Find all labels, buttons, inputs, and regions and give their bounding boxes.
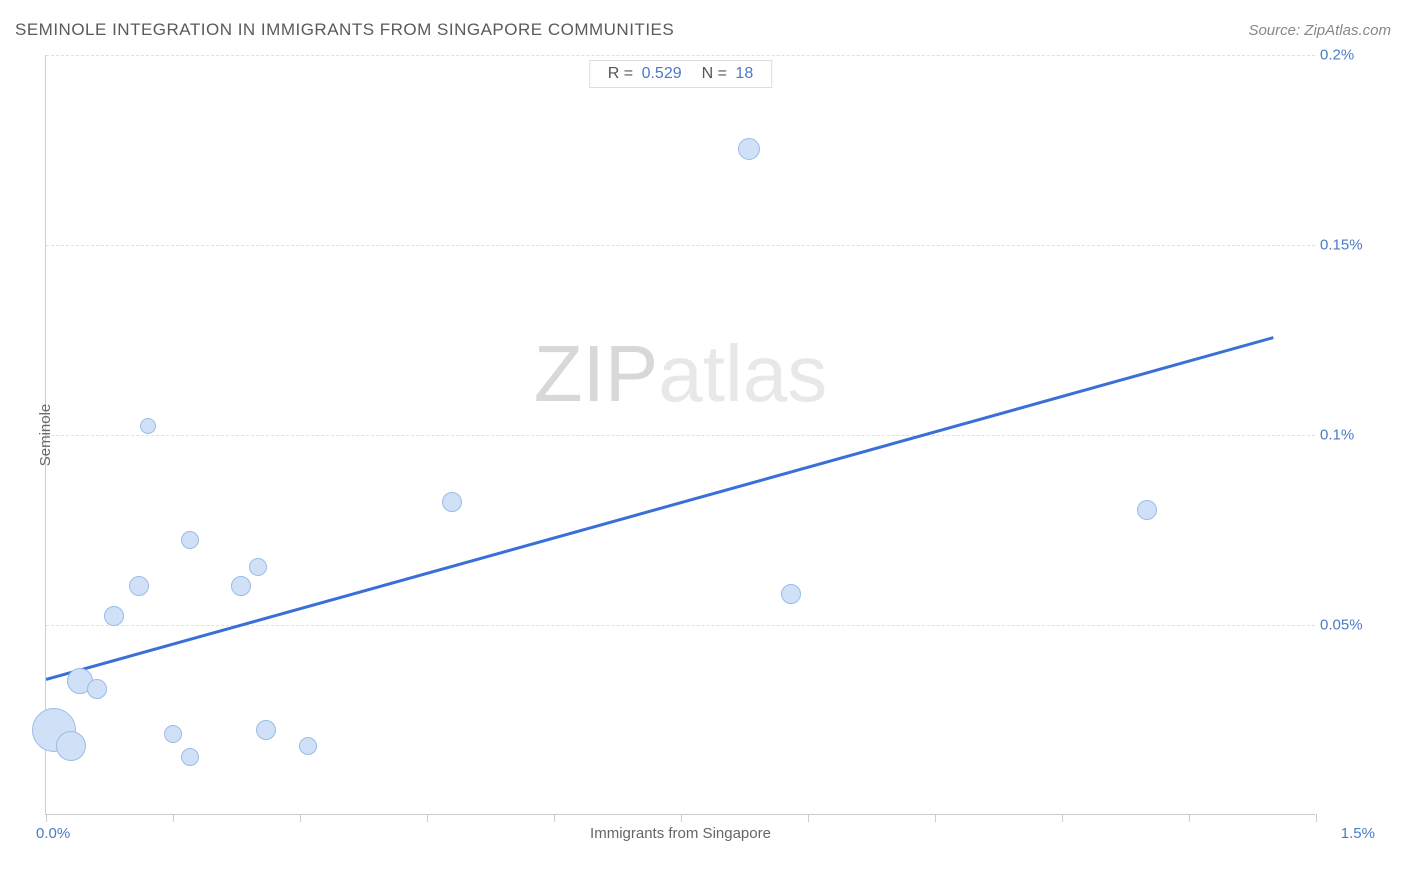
x-axis-end-label: 1.5% <box>1341 825 1375 842</box>
data-point <box>442 492 462 512</box>
n-stat: N = 18 <box>702 65 754 83</box>
x-tick <box>1189 814 1190 822</box>
stats-box: R = 0.529 N = 18 <box>589 60 772 88</box>
data-point <box>129 576 149 596</box>
data-point <box>140 418 156 434</box>
data-point <box>104 606 124 626</box>
y-tick-label: 0.05% <box>1320 617 1375 634</box>
y-tick-label: 0.1% <box>1320 427 1375 444</box>
data-point <box>56 731 86 761</box>
r-stat: R = 0.529 <box>608 65 682 83</box>
data-point <box>164 725 182 743</box>
x-axis-title: Immigrants from Singapore <box>590 825 771 842</box>
data-point <box>1137 500 1157 520</box>
data-point <box>181 531 199 549</box>
source-attribution: Source: ZipAtlas.com <box>1248 22 1391 39</box>
data-point <box>781 584 801 604</box>
data-point <box>231 576 251 596</box>
data-point <box>256 720 276 740</box>
x-tick <box>173 814 174 822</box>
data-point <box>181 748 199 766</box>
grid-line <box>46 55 1315 56</box>
y-tick-label: 0.2% <box>1320 47 1375 64</box>
watermark-light: atlas <box>658 329 827 418</box>
x-tick <box>1062 814 1063 822</box>
x-tick <box>427 814 428 822</box>
x-tick <box>808 814 809 822</box>
watermark-bold: ZIP <box>534 329 658 418</box>
x-tick <box>300 814 301 822</box>
r-label: R = <box>608 65 633 82</box>
grid-line <box>46 435 1315 436</box>
data-point <box>249 558 267 576</box>
r-value: 0.529 <box>642 65 682 82</box>
chart-header: SEMINOLE INTEGRATION IN IMMIGRANTS FROM … <box>15 20 1391 40</box>
x-tick <box>46 814 47 822</box>
x-tick <box>554 814 555 822</box>
chart-title: SEMINOLE INTEGRATION IN IMMIGRANTS FROM … <box>15 20 674 40</box>
n-value: 18 <box>735 65 753 82</box>
data-point <box>738 138 760 160</box>
x-tick <box>681 814 682 822</box>
y-tick-label: 0.15% <box>1320 237 1375 254</box>
n-label: N = <box>702 65 727 82</box>
data-point <box>299 737 317 755</box>
trend-line <box>46 336 1274 680</box>
data-point <box>87 679 107 699</box>
watermark: ZIPatlas <box>534 328 827 420</box>
x-tick <box>935 814 936 822</box>
x-tick <box>1316 814 1317 822</box>
x-axis-start-label: 0.0% <box>36 825 70 842</box>
grid-line <box>46 245 1315 246</box>
scatter-chart: ZIPatlas R = 0.529 N = 18 Seminole Immig… <box>45 55 1315 815</box>
